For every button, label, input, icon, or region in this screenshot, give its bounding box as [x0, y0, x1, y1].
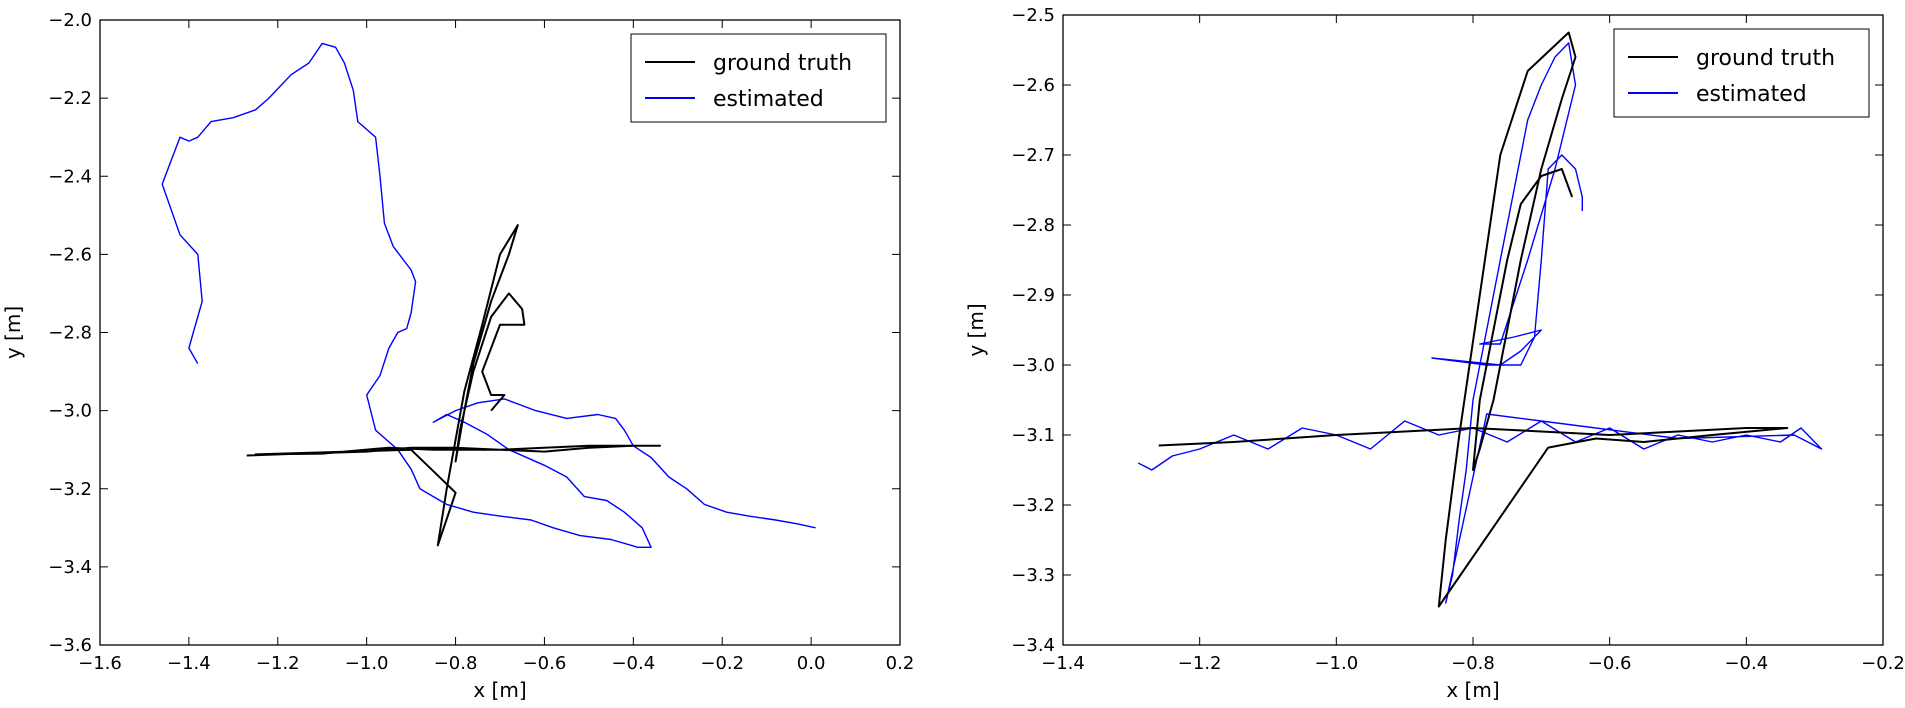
x-tick-label: 0.0	[797, 653, 826, 674]
y-tick-label: −2.0	[48, 10, 92, 31]
y-tick-label: −3.6	[48, 635, 92, 656]
y-tick-label: −2.5	[1011, 5, 1055, 26]
y-tick-label: −2.9	[1011, 285, 1055, 306]
y-axis-label: y [m]	[964, 303, 988, 356]
legend-entry-label: estimated	[1696, 82, 1807, 107]
legend-box	[630, 33, 887, 123]
y-tick-label: −3.4	[48, 557, 92, 578]
series-line-ground-truth	[1158, 31, 1789, 608]
x-tick-label: −1.2	[1178, 653, 1222, 674]
x-tick-label: 0.2	[886, 653, 915, 674]
x-tick-label: −0.2	[700, 653, 744, 674]
x-tick-label: −1.0	[1314, 653, 1358, 674]
x-tick-label: −1.2	[256, 653, 300, 674]
y-tick-label: −2.6	[48, 244, 92, 265]
y-tick-label: −2.7	[1011, 145, 1055, 166]
legend-box	[1613, 28, 1870, 118]
x-tick-label: −0.6	[523, 653, 567, 674]
series-line-estimated	[1137, 42, 1823, 604]
y-tick-label: −2.8	[48, 323, 92, 344]
series-line-ground-truth	[246, 224, 661, 547]
y-tick-label: −3.0	[1011, 355, 1055, 376]
x-axis-label: x [m]	[1446, 678, 1499, 702]
right-chart-panel: −1.4 −1.2 −1.0 −0.8 −0.6 −0.4 −0.2 −2.5 −2.6 −2.7…	[964, 5, 1905, 702]
y-tick-label: −2.4	[48, 166, 92, 187]
legend-entry-label: ground truth	[1696, 46, 1835, 71]
x-tick-label: −1.4	[167, 653, 211, 674]
x-tick-label: −0.2	[1861, 653, 1905, 674]
y-tick-label: −3.4	[1011, 635, 1055, 656]
x-tick-label: −1.0	[345, 653, 389, 674]
x-tick-label: −0.4	[1724, 653, 1768, 674]
left-chart-panel: −1.6 −1.4 −1.2 −1.0 −0.8 −0.6 −0.4 −0.2 0.0 0.2 −2…	[1, 10, 914, 702]
y-tick-label: −3.0	[48, 401, 92, 422]
x-tick-label: −0.6	[1588, 653, 1632, 674]
x-tick-label: −1.6	[78, 653, 122, 674]
y-tick-label: −3.3	[1011, 565, 1055, 586]
y-tick-label: −3.1	[1011, 425, 1055, 446]
y-tick-label: −2.6	[1011, 75, 1055, 96]
x-tick-label: −1.4	[1041, 653, 1085, 674]
y-tick-label: −2.8	[1011, 215, 1055, 236]
y-tick-label: −2.2	[48, 88, 92, 109]
legend-entry-label: estimated	[713, 87, 824, 112]
series-line-estimated	[161, 42, 816, 548]
x-axis-label: x [m]	[473, 678, 526, 702]
legend-entry-label: ground truth	[713, 51, 852, 76]
x-tick-label: −0.4	[611, 653, 655, 674]
x-tick-label: −0.8	[434, 653, 478, 674]
y-axis-label: y [m]	[1, 306, 25, 359]
x-tick-label: −0.8	[1451, 653, 1495, 674]
y-tick-label: −3.2	[1011, 495, 1055, 516]
y-tick-label: −3.2	[48, 479, 92, 500]
